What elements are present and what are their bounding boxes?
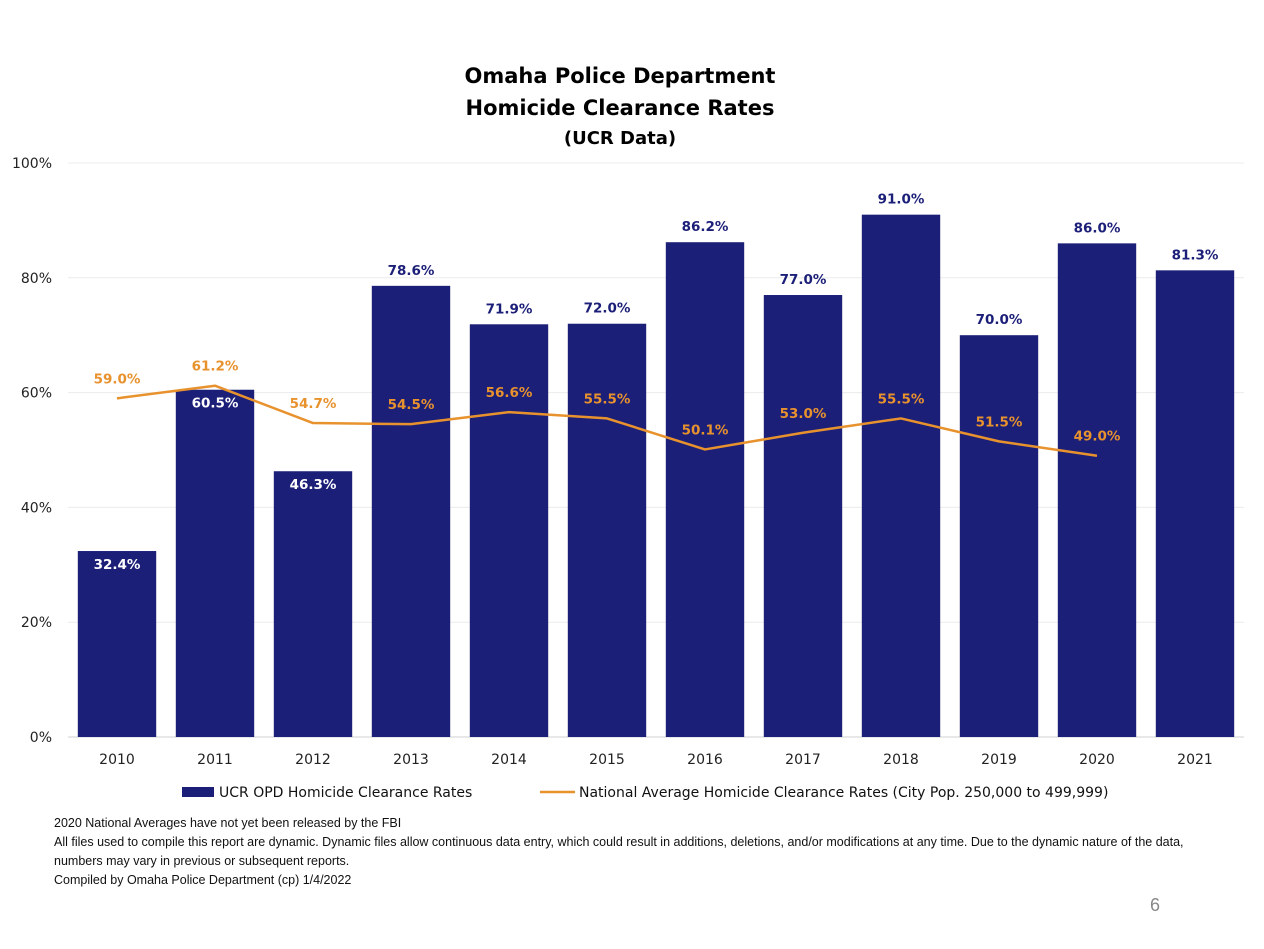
bar-2013 xyxy=(371,285,451,737)
y-axis-ticks: 0% 20% 40% 60% 80% 100% xyxy=(12,156,52,746)
bar-2010 xyxy=(77,551,157,737)
national-average-line-layer xyxy=(116,384,1098,457)
bar-label-2011: 60.5% xyxy=(192,396,239,412)
bar-label-2013: 78.6% xyxy=(388,263,435,279)
line-label-2018: 55.5% xyxy=(878,391,925,407)
y-tick-label: 0% xyxy=(30,730,52,746)
bar-label-2016: 86.2% xyxy=(682,219,729,235)
y-tick-label: 80% xyxy=(21,271,52,287)
bars-layer xyxy=(77,214,1235,738)
bar-2021 xyxy=(1155,270,1235,737)
bar-2018 xyxy=(861,214,941,737)
bar-label-2018: 91.0% xyxy=(878,192,925,208)
bar-2012 xyxy=(273,471,353,737)
bar-2016 xyxy=(665,242,745,737)
line-label-2015: 55.5% xyxy=(584,391,631,407)
footnotes: 2020 National Averages have not yet been… xyxy=(54,814,1204,890)
bar-label-2015: 72.0% xyxy=(584,301,631,317)
chart-title-block: Omaha Police Department Homicide Clearan… xyxy=(330,60,910,154)
legend-label-bar: UCR OPD Homicide Clearance Rates xyxy=(219,785,472,801)
legend-swatch-bar xyxy=(182,787,214,797)
footnote-1: 2020 National Averages have not yet been… xyxy=(54,816,402,830)
data-labels-layer: 32.4% 60.5% 46.3% 78.6% 71.9% 72.0% 86.2% 77.0%… xyxy=(94,192,1219,573)
x-tick-label: 2015 xyxy=(589,752,625,768)
x-tick-label: 2017 xyxy=(785,752,821,768)
legend-label-line: National Average Homicide Clearance Rate… xyxy=(579,785,1108,801)
line-label-2020: 49.0% xyxy=(1074,429,1121,445)
x-tick-label: 2014 xyxy=(491,752,527,768)
line-label-2014: 56.6% xyxy=(486,385,533,401)
x-tick-label: 2018 xyxy=(883,752,919,768)
x-tick-label: 2019 xyxy=(981,752,1017,768)
page-number: 6 xyxy=(1150,895,1161,915)
bar-2011 xyxy=(175,389,255,737)
chart-subtitle: (UCR Data) xyxy=(563,128,677,149)
bar-label-2012: 46.3% xyxy=(290,477,337,493)
x-axis-ticks: 2010 2011 2012 2013 2014 2015 2016 2017 2018 2019… xyxy=(99,752,1213,768)
line-label-2010: 59.0% xyxy=(94,371,141,387)
line-label-2017: 53.0% xyxy=(780,406,827,422)
x-tick-label: 2020 xyxy=(1079,752,1115,768)
bar-2019 xyxy=(959,335,1039,737)
bar-label-2020: 86.0% xyxy=(1074,220,1121,236)
line-label-2011: 61.2% xyxy=(192,359,239,375)
bar-label-2021: 81.3% xyxy=(1172,247,1219,263)
x-tick-label: 2010 xyxy=(99,752,135,768)
bar-2014 xyxy=(469,324,549,737)
x-tick-label: 2016 xyxy=(687,752,723,768)
line-label-2016: 50.1% xyxy=(682,422,729,438)
y-tick-label: 40% xyxy=(21,500,52,516)
line-label-2019: 51.5% xyxy=(976,414,1023,430)
y-tick-label: 60% xyxy=(21,386,52,402)
y-tick-label: 100% xyxy=(12,156,52,172)
line-label-2012: 54.7% xyxy=(290,396,337,412)
chart-title-line2: Homicide Clearance Rates xyxy=(465,96,775,120)
footnote-2: All files used to compile this report ar… xyxy=(54,835,1184,868)
x-tick-label: 2012 xyxy=(295,752,331,768)
bar-2020 xyxy=(1057,243,1137,738)
x-tick-label: 2011 xyxy=(197,752,233,768)
footnote-3: Compiled by Omaha Police Department (cp)… xyxy=(54,873,352,887)
chart-title: Omaha Police Department xyxy=(464,64,776,88)
bar-label-2010: 32.4% xyxy=(94,557,141,573)
bar-2015 xyxy=(567,323,647,737)
line-label-2013: 54.5% xyxy=(388,397,435,413)
bar-label-2014: 71.9% xyxy=(486,301,533,317)
gridlines xyxy=(68,162,1244,738)
bar-label-2019: 70.0% xyxy=(976,312,1023,328)
x-tick-label: 2013 xyxy=(393,752,429,768)
bar-label-2017: 77.0% xyxy=(780,272,827,288)
legend: UCR OPD Homicide Clearance Rates Nationa… xyxy=(182,785,1108,801)
y-tick-label: 20% xyxy=(21,615,52,631)
bar-2017 xyxy=(763,295,843,737)
x-tick-label: 2021 xyxy=(1177,752,1213,768)
